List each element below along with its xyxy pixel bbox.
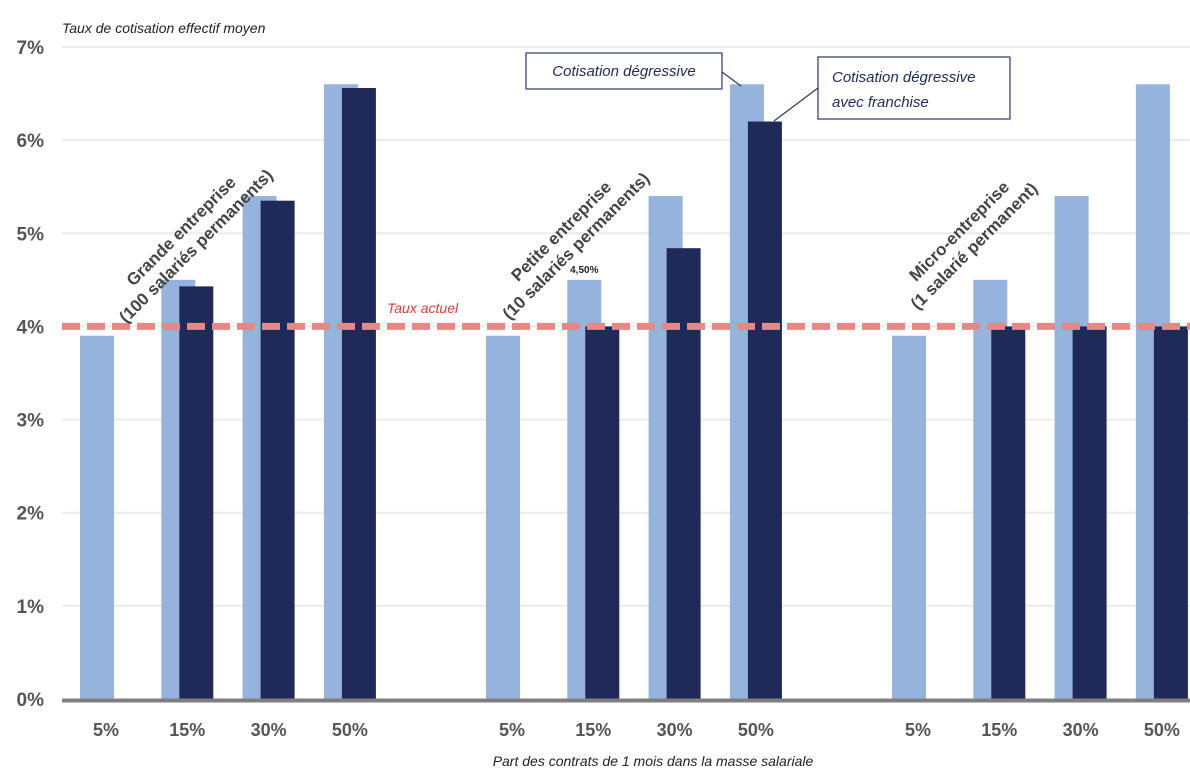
y-tick-label: 5% xyxy=(17,224,45,245)
y-tick-label: 6% xyxy=(17,131,45,152)
y-tick-label: 1% xyxy=(17,597,45,618)
callout-text: Cotisation dégressive xyxy=(552,63,695,80)
callout-leader xyxy=(773,87,819,122)
bar-light xyxy=(486,335,520,699)
bar-dark xyxy=(585,326,620,699)
bar-dark xyxy=(179,286,214,699)
callout-text-line: avec franchise xyxy=(832,94,929,111)
y-tick-label: 3% xyxy=(17,411,45,432)
bar-dark xyxy=(260,200,295,699)
x-tick-label: 15% xyxy=(169,720,205,740)
y-tick-label: 0% xyxy=(17,690,45,711)
callout-leader xyxy=(721,71,742,87)
x-tick-label: 15% xyxy=(981,720,1017,740)
x-tick-label: 50% xyxy=(1144,720,1180,740)
x-tick-label: 5% xyxy=(905,720,931,740)
x-tick-label: 50% xyxy=(738,720,774,740)
x-axis-title: Part des contrats de 1 mois dans la mass… xyxy=(493,753,814,769)
bar-dark xyxy=(1072,326,1107,699)
callout-box xyxy=(817,56,1011,120)
x-tick-label: 30% xyxy=(657,720,693,740)
bar-dark xyxy=(666,248,701,699)
callout-box xyxy=(525,52,723,90)
group-label: Micro-entreprise(1 salarié permanent) xyxy=(892,164,1041,313)
x-tick-label: 5% xyxy=(499,720,525,740)
data-label: 4,50% xyxy=(570,265,598,276)
bar-light xyxy=(892,335,926,699)
bar-dark xyxy=(991,326,1026,699)
reference-line-label: Taux actuel xyxy=(387,300,459,316)
x-tick-label: 5% xyxy=(93,720,119,740)
bar-dark xyxy=(1153,326,1188,699)
y-tick-label: 4% xyxy=(17,317,45,338)
y-tick-label: 7% xyxy=(17,38,45,59)
callout-text: Cotisation dégressive avec franchise xyxy=(832,69,975,111)
x-tick-label: 50% xyxy=(332,720,368,740)
x-tick-label: 30% xyxy=(251,720,287,740)
bar-dark xyxy=(341,87,376,700)
bar-dark xyxy=(747,121,782,699)
callout-text-line: Cotisation dégressive xyxy=(832,69,975,86)
x-tick-label: 30% xyxy=(1063,720,1099,740)
y-tick-label: 2% xyxy=(17,504,45,525)
bar-light xyxy=(80,335,114,699)
x-tick-label: 15% xyxy=(575,720,611,740)
y-axis-title: Taux de cotisation effectif moyen xyxy=(62,20,266,36)
